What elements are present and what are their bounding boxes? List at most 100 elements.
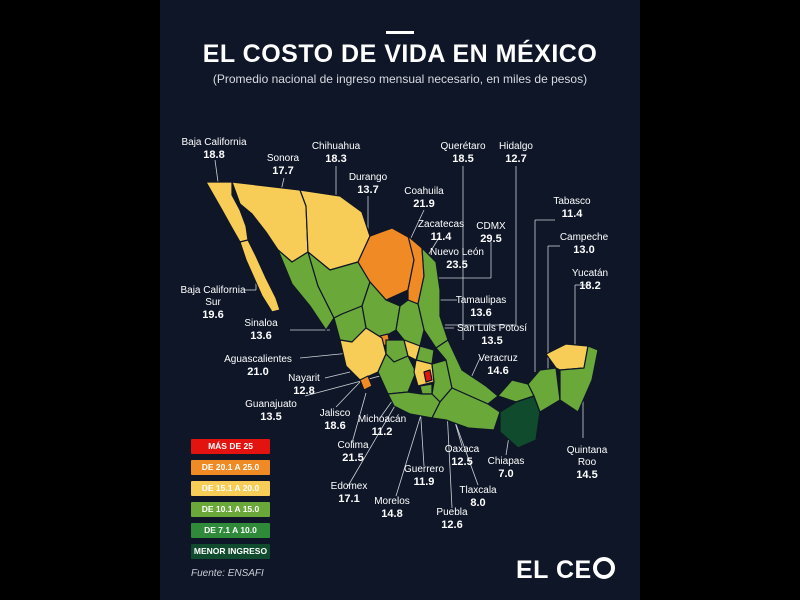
state-name: Tamaulipas — [455, 295, 507, 306]
state-label-zacatecas: Zacatecas 11.4 — [418, 219, 464, 243]
state-label-tamaulipas: Tamaulipas 13.6 — [456, 295, 507, 319]
state-value: 11.4 — [561, 208, 583, 220]
state-name: San Luis Potosí — [456, 323, 528, 334]
state-name: Chihuahua — [311, 141, 361, 152]
state-value: 18.2 — [579, 280, 601, 292]
oaxaca-region — [431, 387, 501, 431]
state-label-morelos: Morelos 14.8 — [374, 496, 410, 520]
legend-item: DE 7.1 A 10.0 — [191, 523, 270, 538]
state-value: 17.1 — [338, 493, 360, 505]
state-name: Baja California — [181, 137, 247, 148]
state-name: Aguascalientes — [224, 354, 292, 365]
legend-item: MENOR INGRESO — [191, 544, 270, 559]
state-label-oaxaca: Oaxaca 12.5 — [445, 444, 479, 468]
state-name: Nuevo León — [430, 247, 484, 258]
state-name: Tlaxcala — [459, 485, 497, 496]
state-name: Michoacán — [357, 414, 407, 425]
state-name: Guanajuato — [245, 399, 297, 410]
state-label-coahuila: Coahuila 21.9 — [404, 186, 443, 210]
state-value: 19.6 — [202, 309, 224, 321]
legend-item: DE 15.1 A 20.0 — [191, 481, 270, 496]
state-label-sonora: Sonora 17.7 — [267, 153, 299, 177]
state-label-tabasco: Tabasco 11.4 — [553, 196, 590, 220]
state-value: 21.9 — [413, 198, 435, 210]
state-name: Zacatecas — [417, 219, 465, 230]
state-label-tlaxcala: Tlaxcala 8.0 — [459, 485, 496, 509]
state-value: 18.6 — [324, 420, 346, 432]
state-label-aguascalientes: Aguascalientes 21.0 — [224, 354, 292, 378]
baja-california-sur-region — [239, 239, 281, 313]
legend-item: DE 10.1 A 15.0 — [191, 502, 270, 517]
state-label-michoacan: Michoacán 11.2 — [358, 414, 406, 438]
state-name: Guerrero — [403, 464, 445, 475]
morelos-region — [419, 383, 433, 395]
state-label-yucatan: Yucatán 18.2 — [572, 268, 608, 292]
state-label-guanajuato: Guanajuato 13.5 — [245, 399, 297, 423]
infographic-panel — [160, 0, 640, 600]
state-value: 13.5 — [260, 411, 282, 423]
state-value: 11.2 — [371, 426, 393, 438]
title-accent-bar — [386, 31, 414, 34]
state-label-sinaloa: Sinaloa 13.6 — [244, 318, 277, 342]
state-label-guerrero: Guerrero 11.9 — [404, 464, 444, 488]
el-ceo-logo: EL CE — [516, 556, 615, 585]
cdmx-region — [423, 369, 433, 383]
page-title: EL COSTO DE VIDA EN MÉXICO — [202, 40, 598, 68]
state-name: CDMX — [476, 221, 506, 232]
legend: MÁS DE 25 DE 20.1 A 25.0 DE 15.1 A 20.0 DE … — [191, 439, 270, 565]
state-value: 14.5 — [576, 469, 598, 481]
state-name: Hidalgo — [499, 141, 533, 152]
state-value: 21.0 — [247, 366, 269, 378]
state-value: 18.5 — [452, 153, 474, 165]
state-name: Querétaro — [440, 141, 486, 152]
state-value: 23.5 — [446, 259, 468, 271]
state-value: 12.5 — [451, 456, 473, 468]
logo-o-ring — [592, 557, 615, 579]
state-label-nayarit: Nayarit 12.8 — [288, 373, 320, 397]
state-label-puebla: Puebla 12.6 — [436, 507, 467, 531]
state-label-campeche: Campeche 13.0 — [560, 232, 608, 256]
state-name: Quintana — [566, 445, 608, 456]
state-name: Oaxaca — [444, 444, 480, 455]
page-subtitle: (Promedio nacional de ingreso mensual ne… — [212, 72, 588, 86]
legend-item: DE 20.1 A 25.0 — [191, 460, 270, 475]
state-value: 13.5 — [481, 335, 503, 347]
state-name: Yucatán — [571, 268, 609, 279]
state-value: 17.7 — [272, 165, 294, 177]
state-value: 13.6 — [250, 330, 272, 342]
state-name: Colima — [337, 440, 369, 451]
state-name: Durango — [348, 172, 388, 183]
chiapas-region — [499, 395, 541, 449]
state-label-edomex: Edomex 17.1 — [331, 481, 368, 505]
state-name: Edomex — [330, 481, 368, 492]
state-value: 12.6 — [441, 519, 463, 531]
state-value: 12.7 — [505, 153, 527, 165]
state-label-chihuahua: Chihuahua 18.3 — [312, 141, 360, 165]
state-value: 18.8 — [203, 149, 225, 161]
san-luis-potosi-region — [395, 299, 425, 347]
state-name: Puebla — [436, 507, 468, 518]
state-name: Baja California — [180, 285, 246, 296]
quintana-roo-region — [559, 345, 599, 413]
state-label-durango: Durango 13.7 — [349, 172, 387, 196]
state-label-chiapas: Chiapas 7.0 — [488, 456, 525, 480]
source-note: Fuente: ENSAFI — [191, 568, 264, 579]
state-value: 11.4 — [430, 231, 452, 243]
state-value: 18.3 — [325, 153, 347, 165]
state-label-jalisco: Jalisco 18.6 — [320, 408, 351, 432]
state-label-nuevo-leon: Nuevo León 23.5 — [430, 247, 484, 271]
state-value: 7.0 — [498, 468, 514, 480]
state-value: 13.6 — [470, 307, 492, 319]
state-name-line2: Roo — [577, 457, 597, 468]
state-name: Chiapas — [487, 456, 525, 467]
state-name: Sinaloa — [244, 318, 278, 329]
baja-california-region — [205, 181, 249, 243]
state-value: 8.0 — [470, 497, 486, 509]
yucatan-region — [545, 343, 589, 371]
state-label-cdmx: CDMX 29.5 — [476, 221, 505, 245]
colima-region — [359, 375, 373, 391]
state-name: Morelos — [374, 496, 410, 507]
state-label-quintana-roo: Quintana Roo 14.5 — [567, 445, 608, 481]
state-value: 13.0 — [573, 244, 595, 256]
